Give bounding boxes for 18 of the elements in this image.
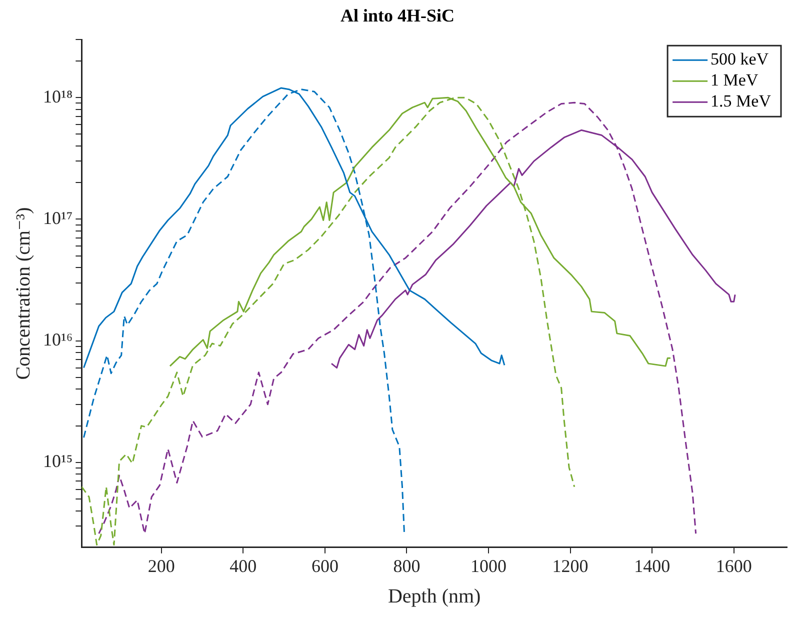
x-tick-label: 800	[393, 556, 420, 576]
y-tick-label: 10¹⁶	[43, 330, 73, 350]
y-tick-label: 10¹⁵	[43, 451, 73, 472]
x-axis-title: Depth (nm)	[388, 585, 481, 608]
y-tick-label: 10¹⁸	[43, 86, 73, 106]
x-tick-label: 200	[148, 556, 175, 576]
legend-label: 1.5 MeV	[710, 92, 772, 111]
x-tick-label: 600	[311, 556, 338, 576]
x-tick-label: 1600	[716, 556, 752, 576]
x-tick-label: 400	[230, 556, 257, 576]
x-tick-label: 1200	[552, 556, 588, 576]
chart-title: Al into 4H-SiC	[340, 5, 455, 26]
y-axis-title: Concentration (cm⁻³)	[12, 207, 34, 380]
y-tick-label: 10¹⁷	[43, 208, 73, 228]
legend-label: 500 keV	[710, 50, 770, 69]
x-tick-label: 1000	[470, 556, 507, 576]
legend-label: 1 MeV	[710, 70, 759, 90]
x-tick-label: 1400	[634, 556, 670, 576]
